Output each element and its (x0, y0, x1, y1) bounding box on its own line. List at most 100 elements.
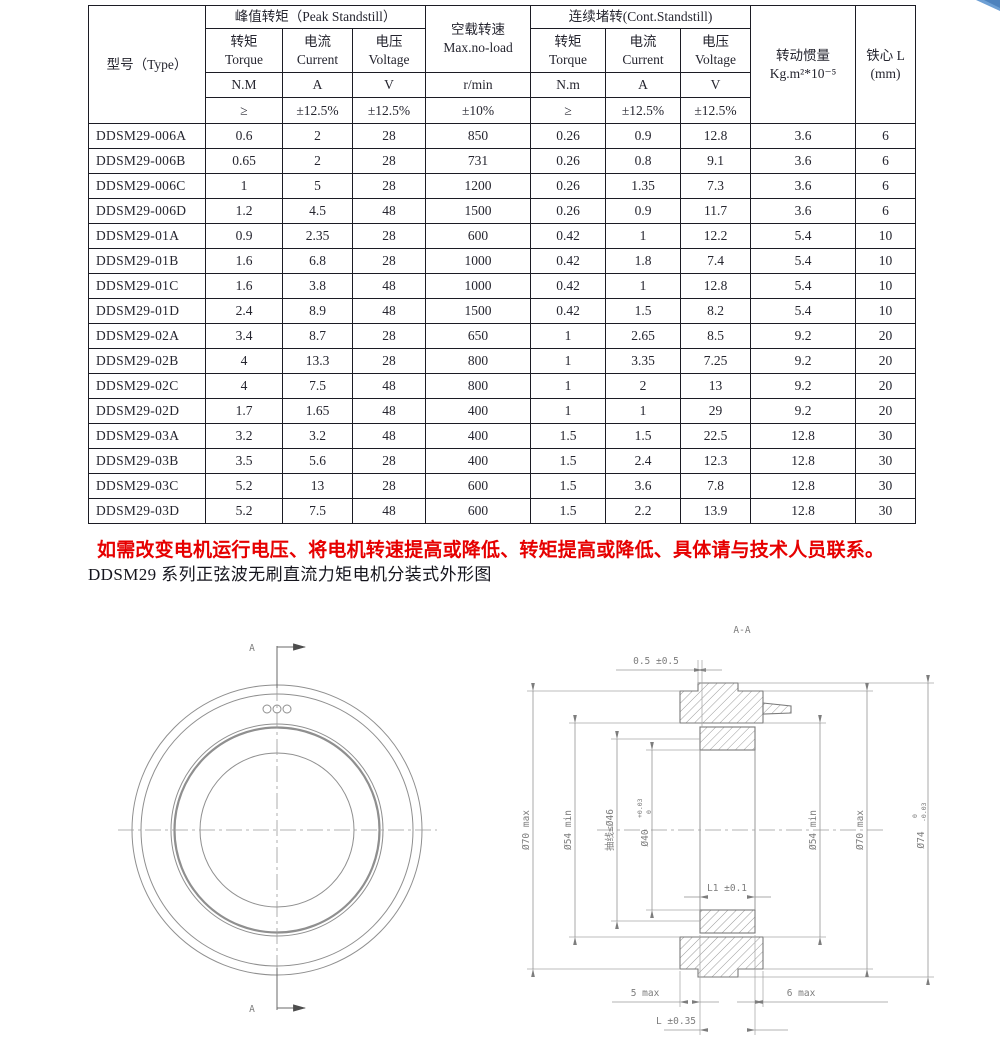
peak-current-cell: 13.3 (282, 348, 353, 374)
core-length-cell: 30 (855, 498, 917, 524)
col-header-inertia: 转动惯量 Kg.m²*10⁻⁵ (750, 5, 857, 124)
dim-right-overhang: 6 max (787, 988, 816, 999)
unit-cont-voltage: V (680, 72, 752, 98)
dim-dia54-left: Ø54 min (563, 810, 574, 850)
core-length-cell: 6 (855, 198, 917, 224)
stator-top-section (679, 682, 764, 724)
dim-wire-dia46: 抽线≤Ø46 (604, 809, 616, 851)
cont-current-cell: 1.5 (605, 298, 682, 324)
cont-torque-cell: 1.5 (530, 473, 607, 499)
peak-voltage-cell: 28 (351, 148, 427, 174)
col-header-cont-current: 电流 Current (605, 28, 682, 73)
dim-dia74: Ø74 (916, 831, 927, 848)
cont-torque-cell: 1.5 (530, 498, 607, 524)
stator-bottom-section (679, 936, 764, 978)
peak-voltage-cell: 28 (351, 123, 427, 149)
peak-torque-cell: 5.2 (205, 473, 283, 499)
unit-cont-torque: N.m (530, 72, 607, 98)
core-length-cell: 20 (855, 373, 917, 399)
table-row: DDSM29-006A 0.6 2 28 850 0.26 0.9 12.8 3.6 6 (88, 123, 917, 149)
unit-noload-speed: r/min (425, 72, 532, 98)
peak-current-cell: 8.9 (282, 298, 353, 324)
cont-torque-cell: 0.42 (530, 223, 607, 249)
core-length-cell: 20 (855, 348, 917, 374)
peak-voltage-cell: 28 (351, 323, 427, 349)
inertia-label-unit: Kg.m²*10⁻⁵ (769, 65, 837, 81)
core-length-cell: 10 (855, 248, 917, 274)
dim-dia70-left: Ø70 max (521, 810, 532, 850)
cont-voltage-cell: 7.8 (680, 473, 752, 499)
noload-label-en: Max.no-load (443, 40, 513, 55)
peak-torque-cell: 3.4 (205, 323, 283, 349)
unit-peak-current: A (282, 72, 353, 98)
inertia-cell: 12.8 (750, 448, 857, 474)
inertia-label-cn: 转动惯量 (776, 47, 831, 63)
inertia-cell: 9.2 (750, 373, 857, 399)
peak-torque-cell: 4 (205, 373, 283, 399)
tol-peak-current: ±12.5% (282, 97, 353, 124)
noload-speed-cell: 600 (425, 223, 532, 249)
model-cell: DDSM29-03A (88, 423, 206, 449)
inertia-cell: 12.8 (750, 498, 857, 524)
cont-voltage-cell: 7.25 (680, 348, 752, 374)
table-row: DDSM29-02C 4 7.5 48 800 1 2 13 9.2 20 (88, 373, 917, 399)
peak-current-cell: 3.2 (282, 423, 353, 449)
cont-current-cell: 1.35 (605, 173, 682, 199)
front-view: A A (118, 643, 437, 1015)
table-row: DDSM29-02B 4 13.3 28 800 1 3.35 7.25 9.2 20 (88, 348, 917, 374)
inertia-cell: 9.2 (750, 398, 857, 424)
inertia-cell: 5.4 (750, 248, 857, 274)
cont-torque-cell: 0.42 (530, 248, 607, 274)
dim-dia74-tol-lower: -0.03 (920, 802, 928, 822)
table-row: DDSM29-02A 3.4 8.7 28 650 1 2.65 8.5 9.2 20 (88, 323, 917, 349)
cont-torque-cell: 0.42 (530, 298, 607, 324)
unit-peak-voltage: V (351, 72, 427, 98)
peak-voltage-cell: 28 (351, 348, 427, 374)
noload-speed-cell: 400 (425, 448, 532, 474)
cont-current-cell: 0.9 (605, 123, 682, 149)
noload-speed-cell: 600 (425, 473, 532, 499)
model-cell: DDSM29-006C (88, 173, 206, 199)
cont-voltage-cell: 29 (680, 398, 752, 424)
peak-current-cell: 1.65 (282, 398, 353, 424)
extension-lines (527, 660, 934, 1035)
section-view-title: A-A (733, 625, 750, 636)
inertia-cell: 9.2 (750, 348, 857, 374)
inertia-cell: 3.6 (750, 198, 857, 224)
model-cell: DDSM29-01C (88, 273, 206, 299)
cont-voltage-cell: 9.1 (680, 148, 752, 174)
table-row: DDSM29-006D 1.2 4.5 48 1500 0.26 0.9 11.7 3.6 6 (88, 198, 917, 224)
noload-speed-cell: 1000 (425, 273, 532, 299)
inertia-cell: 5.4 (750, 273, 857, 299)
peak-torque-cell: 0.9 (205, 223, 283, 249)
dim-dia40-group: Ø40 +0.03 0 (636, 798, 653, 846)
unit-cont-current: A (605, 72, 682, 98)
peak-voltage-cell: 28 (351, 473, 427, 499)
peak-torque-cell: 1.7 (205, 398, 283, 424)
peak-torque-cell: 3.5 (205, 448, 283, 474)
cont-torque-cell: 1 (530, 323, 607, 349)
peak-voltage-cell: 48 (351, 498, 427, 524)
noload-speed-cell: 1500 (425, 198, 532, 224)
inertia-cell: 5.4 (750, 223, 857, 249)
cont-current-cell: 2.2 (605, 498, 682, 524)
noload-speed-cell: 850 (425, 123, 532, 149)
table-row: DDSM29-01A 0.9 2.35 28 600 0.42 1 12.2 5.4 10 (88, 223, 917, 249)
dim-l1: L1 ±0.1 (707, 883, 747, 894)
peak-current-cell: 5.6 (282, 448, 353, 474)
col-header-cont-torque: 转矩 Torque (530, 28, 607, 73)
tol-cont-current: ±12.5% (605, 97, 682, 124)
cont-voltage-cell: 7.3 (680, 173, 752, 199)
col-header-noload: 空载转速 Max.no-load (425, 5, 532, 73)
noload-speed-cell: 800 (425, 348, 532, 374)
cont-current-cell: 1 (605, 223, 682, 249)
cont-current-cell: 1 (605, 398, 682, 424)
core-length-cell: 6 (855, 173, 917, 199)
center-lines (118, 658, 437, 1002)
cont-current-cell: 2.4 (605, 448, 682, 474)
page-corner-fold (976, 0, 1000, 11)
model-cell: DDSM29-01D (88, 298, 206, 324)
noload-speed-cell: 1000 (425, 248, 532, 274)
tol-cont-voltage: ±12.5% (680, 97, 752, 124)
